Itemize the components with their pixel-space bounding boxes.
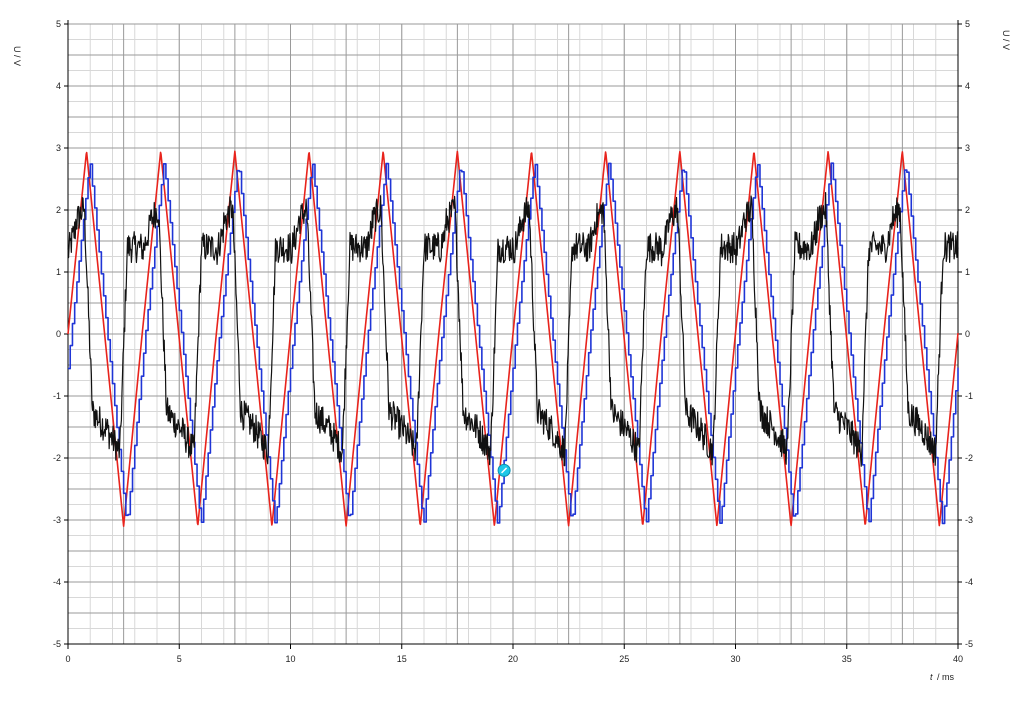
y-tick-label-left: -4 bbox=[53, 577, 61, 587]
x-tick-label: 35 bbox=[842, 654, 852, 664]
y-tick-label-left: -2 bbox=[53, 453, 61, 463]
x-axis-label: t / ms bbox=[930, 672, 955, 682]
series-line-2 bbox=[68, 162, 959, 525]
series-line-1 bbox=[67, 150, 959, 527]
y-tick-label-left: 3 bbox=[56, 143, 61, 153]
cursor-marker-glyph bbox=[501, 467, 508, 474]
x-tick-label: 20 bbox=[508, 654, 518, 664]
y-tick-label-right: 3 bbox=[965, 143, 970, 153]
x-axis-symbol: t bbox=[930, 672, 933, 682]
y-tick-label-right: -4 bbox=[965, 577, 973, 587]
x-axis-unit: / ms bbox=[937, 672, 954, 682]
x-tick-label: 15 bbox=[397, 654, 407, 664]
left-tick-labels: -5 -4 -3 -2 -1 0 1 2 3 4 5 bbox=[53, 19, 61, 649]
x-tick-label: 10 bbox=[285, 654, 295, 664]
y-tick-label-left: 2 bbox=[56, 205, 61, 215]
y-tick-label-right: -1 bbox=[965, 391, 973, 401]
y-axis-label-right: U / V bbox=[1001, 30, 1011, 50]
y-tick-label-left: 5 bbox=[56, 19, 61, 29]
y-tick-label-right: 5 bbox=[965, 19, 970, 29]
x-tick-label: 40 bbox=[953, 654, 963, 664]
y-tick-label-right: 1 bbox=[965, 267, 970, 277]
y-tick-label-left: -1 bbox=[53, 391, 61, 401]
y-tick-label-right: -3 bbox=[965, 515, 973, 525]
y-tick-label-left: 0 bbox=[56, 329, 61, 339]
series-line-3 bbox=[67, 191, 959, 467]
x-tick-label: 30 bbox=[730, 654, 740, 664]
series-layer bbox=[67, 150, 959, 527]
y-tick-label-left: -3 bbox=[53, 515, 61, 525]
y-tick-label-right: 0 bbox=[965, 329, 970, 339]
y-axis-label-left: U / V bbox=[12, 46, 22, 66]
y-tick-label-left: -5 bbox=[53, 639, 61, 649]
marker-layer[interactable] bbox=[497, 463, 511, 477]
x-tick-label: 5 bbox=[177, 654, 182, 664]
y-tick-label-right: 4 bbox=[965, 81, 970, 91]
x-tick-label: 25 bbox=[619, 654, 629, 664]
y-tick-label-right: -5 bbox=[965, 639, 973, 649]
y-tick-label-left: 1 bbox=[56, 267, 61, 277]
x-tick-label: 0 bbox=[65, 654, 70, 664]
y-tick-label-right: -2 bbox=[965, 453, 973, 463]
y-tick-label-left: 4 bbox=[56, 81, 61, 91]
right-tick-labels: -5 -4 -3 -2 -1 0 1 2 3 4 5 bbox=[965, 19, 973, 649]
bottom-tick-labels: 0 5 10 15 20 25 30 35 40 bbox=[65, 654, 963, 664]
y-tick-label-right: 2 bbox=[965, 205, 970, 215]
